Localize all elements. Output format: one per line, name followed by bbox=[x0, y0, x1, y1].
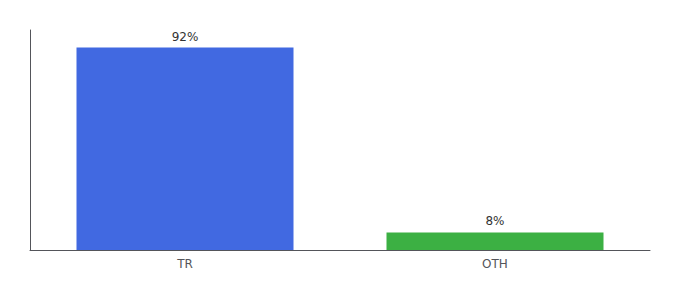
svg-text:TR: TR bbox=[176, 257, 193, 271]
svg-text:92%: 92% bbox=[172, 30, 199, 44]
svg-text:OTH: OTH bbox=[482, 257, 508, 271]
svg-text:8%: 8% bbox=[485, 214, 504, 228]
